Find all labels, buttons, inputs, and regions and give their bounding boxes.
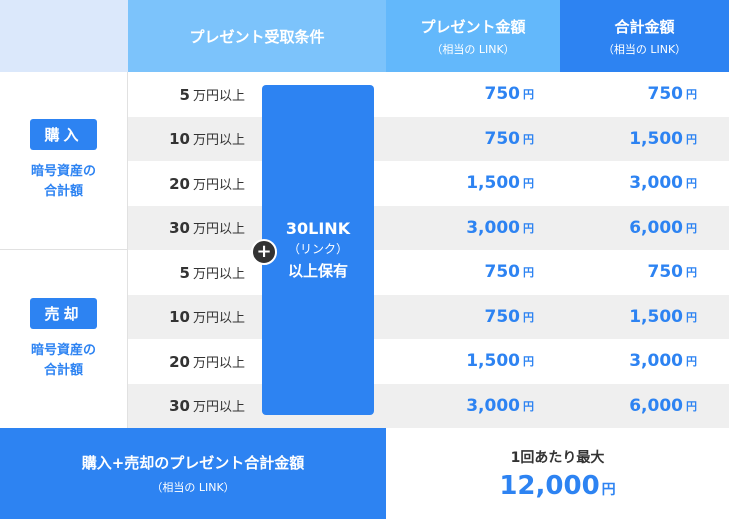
header-total-amount: 合計金額 （相当の LINK）	[560, 0, 729, 72]
yen-unit: 円	[523, 399, 534, 413]
gift-amount: 750	[484, 128, 521, 149]
header-condition-label: プレゼント受取条件	[189, 27, 325, 46]
total-amount: 6,000	[629, 217, 683, 238]
gift-amount: 750	[484, 84, 521, 105]
yen-unit: 円	[686, 399, 697, 413]
link-holding-block: 30LINK （リンク） 以上保有	[262, 85, 374, 415]
category-sell: 売却 暗号資産の 合計額	[0, 250, 128, 428]
footer-max-amount: 1回あたり最大 12,000 円	[386, 428, 729, 519]
yen-unit: 円	[686, 355, 697, 369]
total-amount: 1,500	[629, 128, 683, 149]
table-row: 5 万円以上 750 円 750 円	[128, 250, 729, 295]
yen-unit: 円	[686, 88, 697, 102]
total-amount: 750	[647, 262, 684, 283]
condition-unit: 万円以上	[192, 311, 245, 327]
table-row: 20 万円以上 1,500 円 3,000 円	[128, 161, 729, 206]
link-holding-reading: （リンク）	[287, 242, 348, 256]
yen-unit: 円	[686, 132, 697, 146]
gift-amount: 1,500	[466, 173, 520, 194]
condition-unit: 万円以上	[192, 266, 245, 282]
header-total-title: 合計金額	[614, 17, 675, 36]
buy-subtitle-line2: 合計額	[43, 184, 83, 199]
footer-max-label: 1回あたり最大	[510, 449, 605, 466]
header-condition: プレゼント受取条件	[128, 0, 386, 72]
total-amount: 6,000	[629, 395, 683, 416]
table-row: 10 万円以上 750 円 1,500 円	[128, 116, 729, 161]
footer-max-value: 12,000	[499, 470, 600, 501]
table-row: 30 万円以上 3,000 円 6,000 円	[128, 383, 729, 428]
category-buy: 購入 暗号資産の 合計額	[0, 72, 128, 250]
table-row: 10 万円以上 750 円 1,500 円	[128, 294, 729, 339]
yen-unit: 円	[523, 88, 534, 102]
yen-unit: 円	[686, 266, 697, 280]
header-gift-sub: （相当の LINK）	[431, 42, 515, 56]
buy-badge: 購入	[30, 119, 97, 150]
condition-amount: 30	[169, 219, 190, 238]
total-amount: 3,000	[629, 173, 683, 194]
condition-amount: 5	[179, 263, 190, 282]
condition-unit: 万円以上	[192, 355, 245, 371]
table-row: 30 万円以上 3,000 円 6,000 円	[128, 205, 729, 250]
buy-subtitle: 暗号資産の 合計額	[31, 162, 96, 202]
gift-amount: 3,000	[466, 395, 520, 416]
condition-unit: 万円以上	[192, 133, 245, 149]
sell-subtitle-line1: 暗号資産の	[30, 342, 96, 358]
yen-unit: 円	[523, 132, 534, 146]
condition-unit: 万円以上	[192, 88, 245, 104]
yen-unit: 円	[686, 310, 697, 324]
total-amount: 3,000	[629, 351, 683, 372]
total-amount: 1,500	[629, 306, 683, 327]
yen-unit: 円	[686, 177, 697, 191]
sell-subtitle-line2: 合計額	[43, 362, 83, 378]
yen-unit: 円	[523, 355, 534, 369]
link-holding-condition: 以上保有	[287, 262, 348, 280]
condition-unit: 万円以上	[192, 222, 245, 238]
header-gift-title: プレゼント金額	[420, 17, 526, 36]
yen-unit: 円	[523, 177, 534, 191]
footer-total-label: 購入+売却のプレゼント合計金額 （相当の LINK）	[0, 428, 386, 519]
sell-subtitle: 暗号資産の 合計額	[31, 341, 96, 381]
header-total-sub: （相当の LINK）	[602, 42, 687, 56]
plus-icon: +	[251, 239, 277, 265]
table-row: 5 万円以上 750 円 750 円	[128, 72, 729, 117]
gift-amount: 750	[484, 262, 521, 283]
header-gift-amount: プレゼント金額 （相当の LINK）	[386, 0, 560, 72]
gift-amount: 3,000	[466, 217, 520, 238]
table-row: 20 万円以上 1,500 円 3,000 円	[128, 339, 729, 384]
condition-amount: 30	[169, 397, 190, 416]
footer-yen-unit: 円	[601, 481, 616, 498]
gift-amount: 750	[484, 306, 521, 327]
sell-badge: 売却	[30, 297, 97, 329]
yen-unit: 円	[523, 266, 534, 280]
condition-amount: 20	[169, 174, 190, 193]
condition-amount: 20	[169, 352, 190, 371]
yen-unit: 円	[686, 221, 697, 235]
yen-unit: 円	[523, 310, 534, 324]
total-amount: 750	[647, 84, 684, 105]
link-holding-amount: 30LINK	[285, 219, 351, 238]
condition-amount: 10	[169, 130, 190, 149]
gift-amount: 1,500	[466, 351, 520, 372]
yen-unit: 円	[523, 221, 534, 235]
buy-subtitle-line1: 暗号資産の	[30, 164, 96, 179]
header-empty-cell	[0, 0, 128, 72]
condition-amount: 10	[169, 308, 190, 327]
condition-unit: 万円以上	[192, 400, 245, 416]
footer-total-sub: （相当の LINK）	[151, 481, 235, 494]
condition-unit: 万円以上	[192, 177, 245, 193]
condition-amount: 5	[179, 85, 190, 104]
footer-total-title: 購入+売却のプレゼント合計金額	[81, 454, 305, 472]
